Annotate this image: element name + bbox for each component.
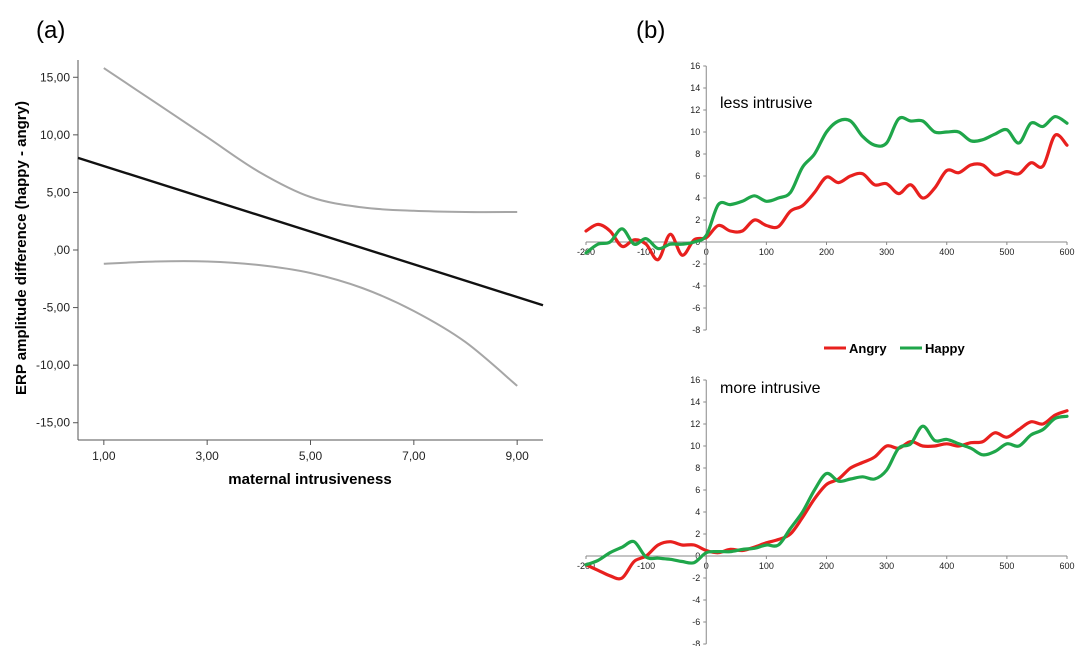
chart-b-top-x-tick-label: 200 [819, 247, 834, 257]
chart-b-top-y-tick-label: 12 [690, 105, 700, 115]
chart-b-bottom-series [584, 409, 1069, 581]
chart-b-bottom-line-happy [584, 414, 1069, 567]
chart-a-y-tick-label: 15,00 [40, 70, 70, 84]
chart-b-top-y-tick-label: 4 [695, 193, 700, 203]
chart-b-top-y-tick-label: 14 [690, 83, 700, 93]
chart-a-series [77, 67, 544, 387]
chart-b-top-x-tick-label: 300 [879, 247, 894, 257]
chart-b-top-x-tick-label: -100 [637, 247, 655, 257]
chart-b-bottom-x-tick-label: 400 [939, 561, 954, 571]
chart-a-x-tick-label: 1,00 [92, 449, 116, 463]
chart-b-top-y-tick-label: -8 [692, 325, 700, 335]
chart-b-top-y-tick-label: 6 [695, 171, 700, 181]
chart-b-bottom-y-tick-label: 6 [695, 485, 700, 495]
chart-a-x-axis-title: maternal intrusiveness [228, 471, 391, 488]
chart-b-top-y-tick-label: 2 [695, 215, 700, 225]
chart-a-y-tick-label: ,00 [53, 243, 70, 257]
panel-b-label: (b) [636, 17, 665, 44]
chart-a-x-ticks: 1,00 3,00 5,00 7,00 9,00 [92, 440, 529, 463]
chart-b-bottom-line-angry [584, 409, 1069, 581]
chart-a-y-tick-label: 5,00 [47, 185, 71, 199]
chart-a-y-axis-title: ERP amplitude difference (happy - angry) [13, 101, 30, 395]
chart-b-bottom-x-tick-label: 100 [759, 561, 774, 571]
chart-b-top-y-tick-label: 8 [695, 149, 700, 159]
chart-b-top-y-tick-label: -6 [692, 303, 700, 313]
chart-b-top-x-tick-label: 100 [759, 247, 774, 257]
chart-b-top-line-happy [584, 115, 1069, 255]
chart-b-bottom-y-tick-label: 10 [690, 441, 700, 451]
chart-b-bottom-y-tick-label: 12 [690, 419, 700, 429]
chart-b-top-y-tick-label: 16 [690, 61, 700, 71]
chart-a-x-tick-label: 5,00 [299, 449, 323, 463]
chart-b-bottom-x-tick-label: -100 [637, 561, 655, 571]
chart-b-top-x-tick-label: 400 [939, 247, 954, 257]
chart-b-bottom-title: more intrusive [720, 380, 821, 397]
chart-a-x-tick-label: 9,00 [505, 449, 529, 463]
chart-b-bottom-x-tick-label: 300 [879, 561, 894, 571]
chart-a-y-tick-label: 10,00 [40, 128, 70, 142]
chart-a: 15,00 10,00 5,00 ,00 -5,00 -10,00 -15,00 1,00 3… [36, 60, 544, 463]
chart-b-bottom-y-tick-label: 16 [690, 375, 700, 385]
chart-b-bottom-x-tick-label: 200 [819, 561, 834, 571]
chart-b-legend: Angry Happy [824, 341, 966, 356]
chart-a-y-tick-label: -5,00 [43, 301, 71, 315]
chart-a-y-tick-label: -10,00 [36, 358, 70, 372]
chart-a-x-tick-label: 7,00 [402, 449, 426, 463]
chart-b-bottom-y-tick-label: 14 [690, 397, 700, 407]
chart-b-top-series [584, 115, 1069, 262]
chart-b-bottom-y-tick-label: 4 [695, 507, 700, 517]
chart-b-top-y-tick-label: 10 [690, 127, 700, 137]
chart-a-y-ticks: 15,00 10,00 5,00 ,00 -5,00 -10,00 -15,00 [36, 70, 78, 430]
chart-b-bottom-y-tick-label: 2 [695, 529, 700, 539]
legend-label-happy: Happy [925, 341, 966, 356]
chart-b-top-y-tick-label: -4 [692, 281, 700, 291]
chart-b-top-x-tick-label: 500 [999, 247, 1014, 257]
legend-label-angry: Angry [849, 341, 887, 356]
chart-b-bottom-y-tick-label: -6 [692, 617, 700, 627]
chart-a-x-tick-label: 3,00 [195, 449, 219, 463]
chart-b-top-title: less intrusive [720, 95, 813, 112]
chart-a-line-upper-ci [103, 67, 518, 214]
chart-a-line-lower-ci [103, 260, 518, 387]
panel-a-label: (a) [36, 17, 65, 44]
chart-b-top-y-tick-label: -2 [692, 259, 700, 269]
chart-b-bottom-x-tick-label: 500 [999, 561, 1014, 571]
chart-b-bottom-y-tick-label: 8 [695, 463, 700, 473]
chart-b-bottom-y-tick-label: -8 [692, 639, 700, 646]
chart-b-bottom-x-tick-label: 600 [1059, 561, 1074, 571]
chart-a-line-fit [77, 156, 544, 307]
chart-b-top-x-tick-label: 600 [1059, 247, 1074, 257]
chart-b-top-line-angry [584, 133, 1069, 262]
chart-a-y-tick-label: -15,00 [36, 416, 70, 430]
chart-b-bottom-y-tick-label: -4 [692, 595, 700, 605]
chart-b-bottom-y-tick-label: -2 [692, 573, 700, 583]
